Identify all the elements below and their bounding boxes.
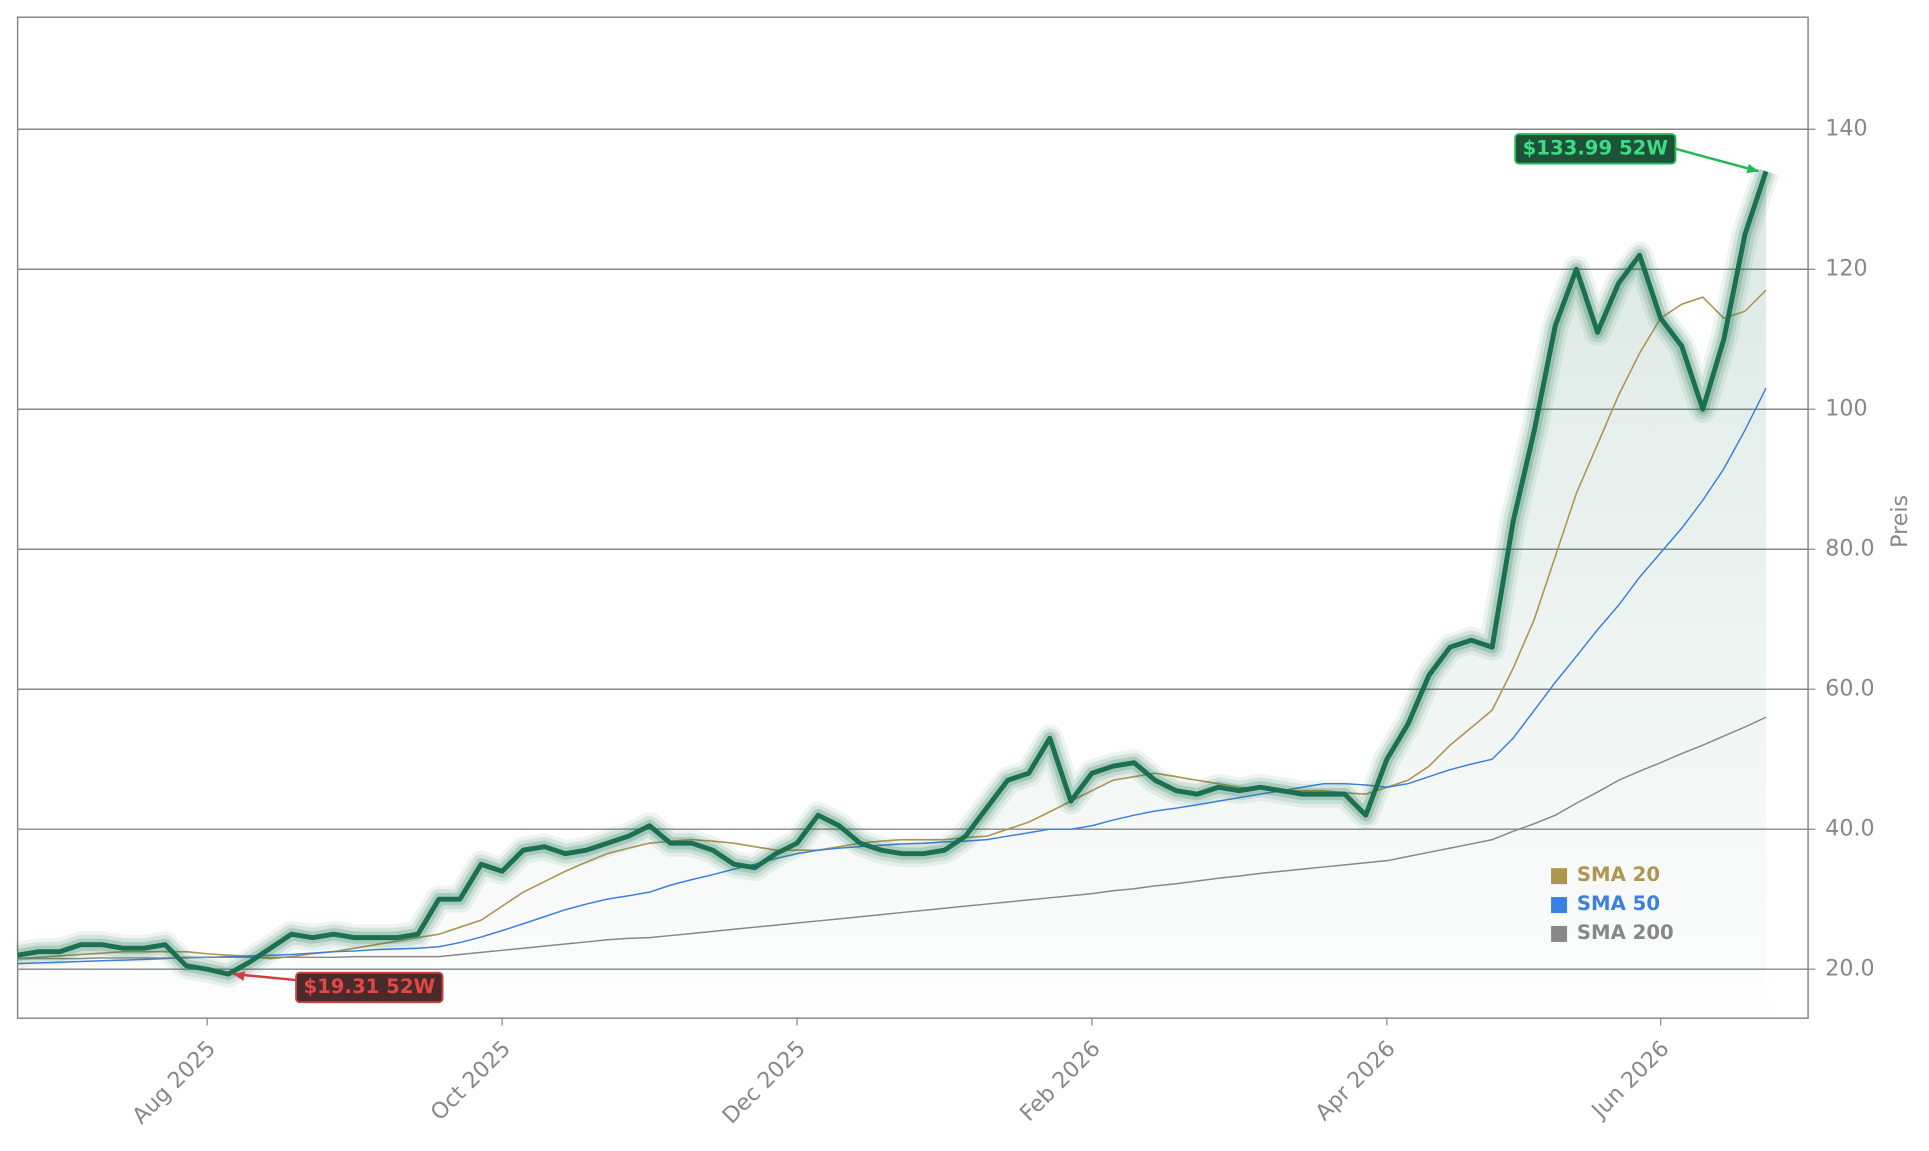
legend-swatch (1551, 897, 1568, 914)
legend-swatch (1551, 868, 1568, 885)
price-line (17, 170, 1769, 977)
x-tick-label: Feb 2026 (1015, 1036, 1106, 1127)
x-tick-label: Oct 2025 (426, 1036, 516, 1126)
annotation-box (295, 971, 444, 1004)
legend-swatch (1551, 925, 1568, 942)
y-tick-label: 120 (1825, 256, 1867, 282)
annotation-arrow (1675, 147, 1759, 173)
y-tick-label: 20.0 (1825, 956, 1874, 982)
y-tick-label: 140 (1825, 116, 1867, 142)
y-axis-label: Preis (1887, 495, 1913, 548)
annotation-arrowhead (1746, 163, 1759, 174)
annotation: $133.99 52W (1514, 133, 1759, 174)
y-tick-label: 40.0 (1825, 816, 1874, 842)
legend-label: SMA 50 (1577, 892, 1660, 915)
sma-line (17, 387, 1767, 965)
x-tick-label: Dec 2025 (717, 1036, 810, 1129)
legend-label: SMA 200 (1577, 921, 1674, 944)
sma-line (17, 289, 1767, 960)
y-tick-label: 60.0 (1825, 676, 1874, 702)
legend-label: SMA 20 (1577, 863, 1660, 886)
annotation-label: $133.99 52W (1523, 136, 1669, 159)
x-tick-label: Apr 2026 (1310, 1036, 1400, 1126)
x-tick-label: Aug 2025 (127, 1036, 221, 1130)
y-tick-label: 80.0 (1825, 536, 1874, 562)
annotation: $19.31 52W (233, 971, 444, 1004)
y-tick-label: 100 (1825, 396, 1867, 422)
annotation-arrowhead (233, 971, 246, 981)
sma-line (17, 716, 1767, 960)
x-tick-label: Jun 2026 (1585, 1036, 1674, 1125)
price-area (17, 171, 1767, 1019)
annotation-label: $19.31 52W (303, 975, 435, 998)
